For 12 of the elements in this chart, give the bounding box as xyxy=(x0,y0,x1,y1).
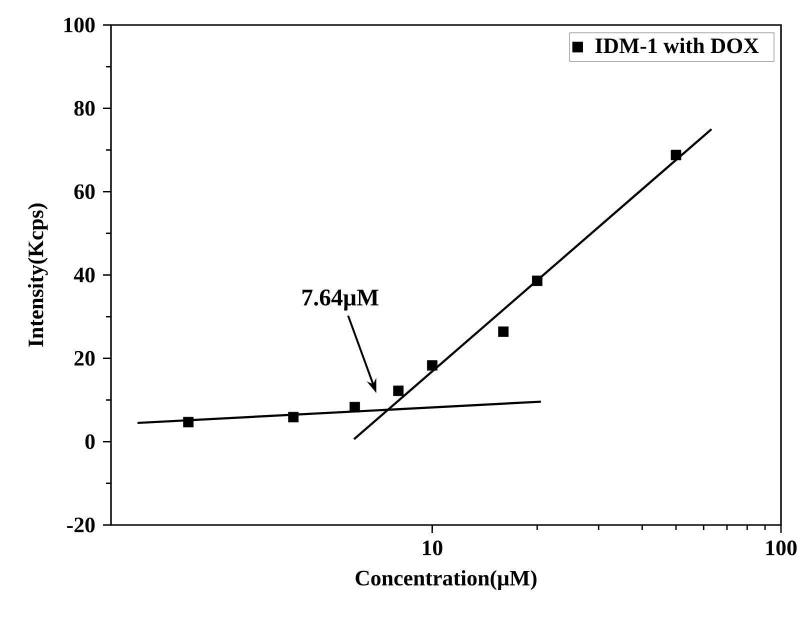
legend-label: IDM-1 with DOX xyxy=(595,38,759,54)
y-tick-label: 40 xyxy=(74,268,95,282)
y-tick-label: -20 xyxy=(67,518,95,532)
x-axis-title: Concentration(μM) xyxy=(356,570,536,590)
y-axis-title: Intensity(Kcps) xyxy=(28,204,48,347)
x-tick-label: 10 xyxy=(422,540,442,556)
y-tick-label: 80 xyxy=(74,100,95,116)
y-tick-label: 0 xyxy=(85,434,95,450)
y-tick-label: 100 xyxy=(64,18,95,32)
y-tick-label: 60 xyxy=(74,184,95,200)
annotation: 7.64μM xyxy=(302,290,378,310)
y-tick-label: 20 xyxy=(74,350,95,366)
